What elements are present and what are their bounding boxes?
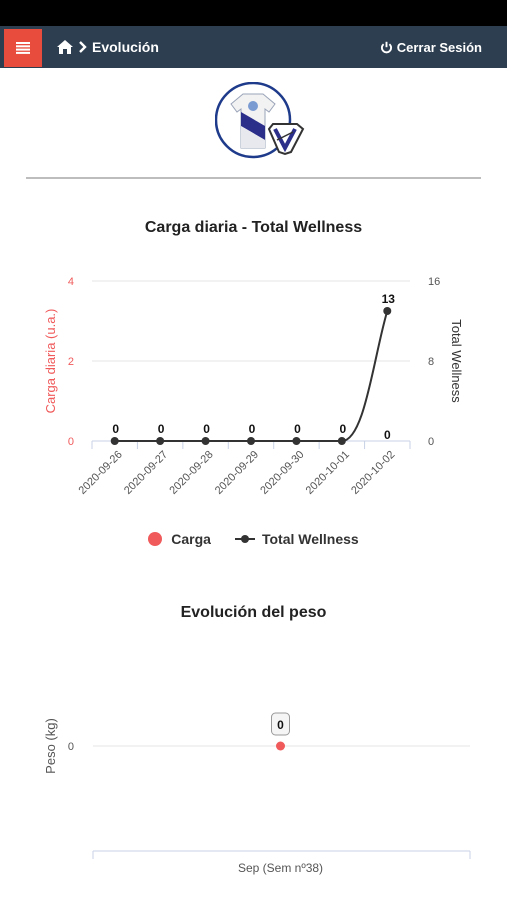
x-tick-label: Sep (Sem nº38) bbox=[238, 861, 323, 875]
daily-load-chart: 0 2 4 0 8 16 Carga diaria (u.a.) Total Wellness… bbox=[43, 276, 464, 497]
legend-marker-carga bbox=[148, 532, 163, 546]
status-bar bbox=[0, 0, 507, 26]
y-left-tick-label: 2 bbox=[68, 356, 74, 368]
weight-point bbox=[276, 741, 285, 751]
data-label: 0 bbox=[277, 718, 284, 732]
total-wellness-point bbox=[383, 307, 392, 315]
y-tick-label: 0 bbox=[68, 741, 74, 753]
y-left-tick-label: 4 bbox=[68, 276, 74, 288]
x-tick-label: 2020-09-28 bbox=[167, 449, 215, 497]
legend-label-carga: Carga bbox=[171, 531, 211, 547]
weight-chart-title: Evolución del peso bbox=[180, 604, 327, 621]
data-label-box bbox=[271, 712, 290, 736]
chevron-right-icon bbox=[79, 41, 87, 53]
chart-legend: Carga Total Wellness bbox=[0, 531, 507, 547]
data-label: 0 bbox=[249, 422, 256, 436]
x-tick-label: 2020-09-30 bbox=[258, 449, 306, 497]
data-label: 0 bbox=[158, 422, 165, 436]
data-label: 0 bbox=[294, 422, 301, 436]
data-label: 0 bbox=[340, 422, 347, 436]
menu-button[interactable] bbox=[4, 29, 42, 67]
y-right-axis-title: Total Wellness bbox=[449, 319, 464, 403]
y-left-tick-label: 0 bbox=[68, 436, 74, 448]
section-divider bbox=[26, 177, 481, 179]
legend-item-total-wellness[interactable]: Total Wellness bbox=[234, 531, 359, 547]
y-right-tick-label: 0 bbox=[428, 436, 434, 448]
x-tick-label: 2020-10-01 bbox=[304, 449, 352, 497]
data-label: 0 bbox=[203, 422, 210, 436]
home-icon[interactable] bbox=[56, 39, 74, 55]
y-left-axis-title: Carga diaria (u.a.) bbox=[43, 309, 58, 414]
chart-title: Carga diaria - Total Wellness bbox=[144, 219, 363, 236]
logout-label: Cerrar Sesión bbox=[396, 39, 482, 55]
hamburger-icon bbox=[16, 42, 30, 54]
x-tick-label: 2020-09-27 bbox=[122, 449, 170, 497]
club-logo bbox=[215, 82, 305, 159]
breadcrumb-current: Evolución bbox=[92, 39, 159, 55]
y-right-tick-label: 8 bbox=[428, 356, 434, 368]
legend-marker-total-wellness bbox=[234, 532, 255, 546]
data-label: 0 bbox=[112, 422, 119, 436]
breadcrumb: Evolución bbox=[56, 26, 159, 68]
legend-item-carga[interactable]: Carga bbox=[148, 531, 211, 547]
weight-chart: 0 Peso (kg) Sep (Sem nº38) 0 bbox=[43, 712, 471, 875]
x-tick-label: 2020-10-02 bbox=[349, 449, 397, 497]
x-tick-label: 2020-09-26 bbox=[77, 449, 125, 497]
x-tick-label: 2020-09-29 bbox=[213, 449, 261, 497]
top-navbar: Evolución Cerrar Sesión bbox=[0, 26, 507, 68]
y-right-tick-label: 16 bbox=[428, 276, 440, 288]
y-axis-title: Peso (kg) bbox=[43, 718, 58, 774]
power-icon bbox=[380, 41, 392, 53]
logout-button[interactable]: Cerrar Sesión bbox=[380, 26, 482, 68]
legend-label-total-wellness: Total Wellness bbox=[261, 531, 359, 547]
data-label: 0 bbox=[384, 428, 391, 442]
data-label: 13 bbox=[382, 292, 396, 306]
